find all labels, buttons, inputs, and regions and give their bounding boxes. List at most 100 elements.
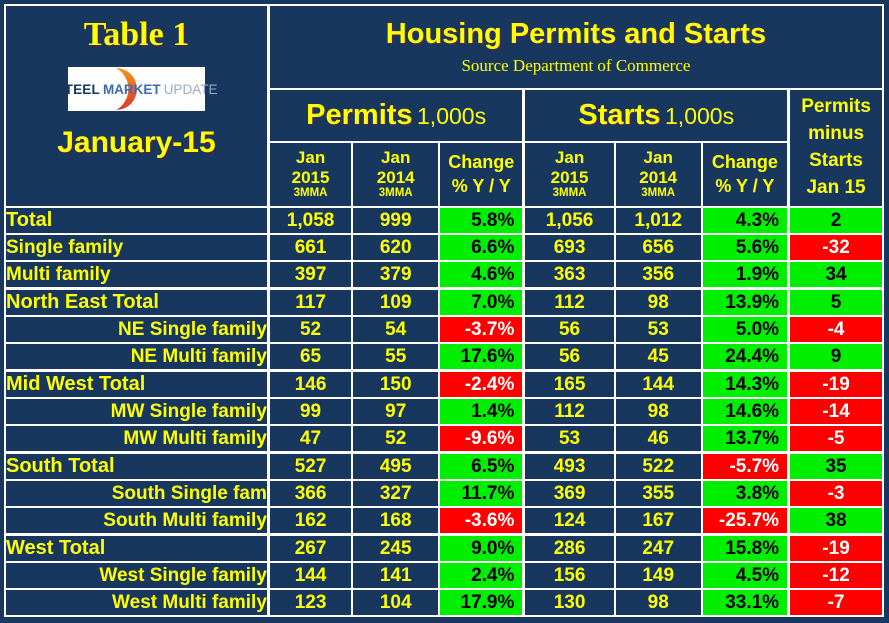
permits-2015-value: 99 xyxy=(266,397,354,426)
starts-2015-value: 112 xyxy=(522,287,616,317)
row-label: West Total xyxy=(3,533,270,563)
permits-minus-starts-value: 9 xyxy=(787,342,885,372)
starts-change-value: 14.3% xyxy=(700,369,790,399)
table-row: West Multi family 123 104 17.9% 130 98 3… xyxy=(3,588,885,617)
starts-2015-value: 56 xyxy=(522,342,616,372)
starts-band-unit: 1,000s xyxy=(665,103,735,129)
permits-change-value: -9.6% xyxy=(438,424,525,454)
starts-2015-value: 124 xyxy=(522,506,616,536)
starts-band-header: Starts 1,000s xyxy=(522,88,790,143)
permits-2015-value: 661 xyxy=(266,233,354,262)
permits-minus-starts-value: -4 xyxy=(787,315,885,344)
permits-change-value: -3.7% xyxy=(438,315,525,344)
permits-change-value: 2.4% xyxy=(438,561,525,590)
starts-2015-value: 112 xyxy=(522,397,616,426)
permits-2015-value: 117 xyxy=(266,287,354,317)
header-row-title: Table 1 STEEL MARKET xyxy=(3,4,884,208)
permits-change-value: 4.6% xyxy=(438,260,525,290)
starts-2014-value: 98 xyxy=(613,588,703,617)
starts-jan-2014-header: Jan 2014 3MMA xyxy=(613,141,703,208)
starts-2015-value: 369 xyxy=(522,479,616,508)
starts-2014-value: 356 xyxy=(613,260,703,290)
permits-2015-value: 267 xyxy=(266,533,354,563)
starts-change-value: 3.8% xyxy=(700,479,790,508)
row-label: Total xyxy=(3,206,270,235)
permits-2015-value: 65 xyxy=(266,342,354,372)
permits-band-unit: 1,000s xyxy=(417,103,487,129)
left-header-panel: Table 1 STEEL MARKET xyxy=(3,4,270,208)
logo-text-update: UPDATE xyxy=(163,81,218,97)
starts-band-label: Starts xyxy=(578,99,661,131)
permits-2014-value: 999 xyxy=(351,206,441,235)
permits-2014-value: 54 xyxy=(351,315,441,344)
starts-change-value: 5.6% xyxy=(700,233,790,262)
row-label: West Multi family xyxy=(3,588,270,617)
header-row-subcolumns: Jan 2015 3MMA Jan 2014 3MMA Change % Y /… xyxy=(5,141,883,208)
row-label: West Single family xyxy=(3,561,270,590)
starts-change-value: 15.8% xyxy=(700,533,790,563)
row-label: South Total xyxy=(3,451,270,481)
permits-change-value: 11.7% xyxy=(438,479,525,508)
starts-2014-value: 53 xyxy=(613,315,703,344)
permits-2014-value: 55 xyxy=(351,342,441,372)
table-row: NE Multi family 65 55 17.6% 56 45 24.4% … xyxy=(3,342,885,372)
starts-change-header: Change % Y / Y xyxy=(700,141,790,208)
permits-minus-starts-value: -5 xyxy=(787,424,885,454)
report-source: Source Department of Commerce xyxy=(461,56,691,75)
report-title: Housing Permits and Starts xyxy=(385,18,767,50)
permits-change-value: -2.4% xyxy=(438,369,525,399)
permits-2014-value: 150 xyxy=(351,369,441,399)
permits-2014-value: 109 xyxy=(351,287,441,317)
table-row: Mid West Total 146 150 -2.4% 165 144 14.… xyxy=(3,369,885,399)
starts-change-value: 13.7% xyxy=(700,424,790,454)
permits-change-value: 17.6% xyxy=(438,342,525,372)
permits-jan-2015-header: Jan 2015 3MMA xyxy=(266,141,354,208)
starts-2014-value: 167 xyxy=(613,506,703,536)
row-label: Multi family xyxy=(3,260,270,290)
permits-change-value: 1.4% xyxy=(438,397,525,426)
permits-change-value: 5.8% xyxy=(438,206,525,235)
logo-text-market: MARKET xyxy=(102,81,161,97)
permits-minus-starts-header: Permits minus Starts Jan 15 xyxy=(787,88,885,208)
permits-2015-value: 397 xyxy=(266,260,354,290)
permits-2014-value: 495 xyxy=(351,451,441,481)
table-row: MW Single family 99 97 1.4% 112 98 14.6%… xyxy=(3,397,885,426)
minus-header-line2: minus xyxy=(808,123,865,145)
permits-band-label: Permits xyxy=(306,99,413,131)
permits-2015-value: 162 xyxy=(266,506,354,536)
permits-minus-starts-value: 5 xyxy=(787,287,885,317)
table-row: NE Single family 52 54 -3.7% 56 53 5.0% … xyxy=(3,315,885,344)
starts-change-value: -25.7% xyxy=(700,506,790,536)
permits-2014-value: 104 xyxy=(351,588,441,617)
starts-2015-value: 693 xyxy=(522,233,616,262)
starts-change-value: 33.1% xyxy=(700,588,790,617)
minus-header-line4: Jan 15 xyxy=(806,176,866,198)
starts-2014-value: 46 xyxy=(613,424,703,454)
permits-change-value: 7.0% xyxy=(438,287,525,317)
permits-2014-value: 379 xyxy=(351,260,441,290)
starts-jan-2015-header: Jan 2015 3MMA xyxy=(522,141,616,208)
permits-minus-starts-value: -7 xyxy=(787,588,885,617)
logo-swoosh-icon xyxy=(115,68,137,110)
starts-2014-value: 98 xyxy=(613,397,703,426)
permits-minus-starts-value: -19 xyxy=(787,369,885,399)
minus-header-line1: Permits xyxy=(801,96,871,118)
table-row: West Single family 144 141 2.4% 156 149 … xyxy=(3,561,885,590)
table-row: Total 1,058 999 5.8% 1,056 1,012 4.3% 2 xyxy=(3,206,885,235)
table-number-label: Table 1 xyxy=(83,16,190,53)
table-row: West Total 267 245 9.0% 286 247 15.8% -1… xyxy=(3,533,885,563)
permits-2015-value: 52 xyxy=(266,315,354,344)
permits-band-header: Permits 1,000s xyxy=(266,88,525,143)
starts-change-value: -5.7% xyxy=(700,451,790,481)
permits-2015-value: 366 xyxy=(266,479,354,508)
starts-change-value: 1.9% xyxy=(700,260,790,290)
starts-2015-value: 363 xyxy=(522,260,616,290)
row-label: MW Single family xyxy=(3,397,270,426)
permits-minus-starts-value: 38 xyxy=(787,506,885,536)
starts-2015-value: 53 xyxy=(522,424,616,454)
permits-minus-starts-value: -3 xyxy=(787,479,885,508)
starts-change-value: 13.9% xyxy=(700,287,790,317)
row-label: Mid West Total xyxy=(3,369,270,399)
table-body: Total 1,058 999 5.8% 1,056 1,012 4.3% 2 … xyxy=(3,206,885,617)
